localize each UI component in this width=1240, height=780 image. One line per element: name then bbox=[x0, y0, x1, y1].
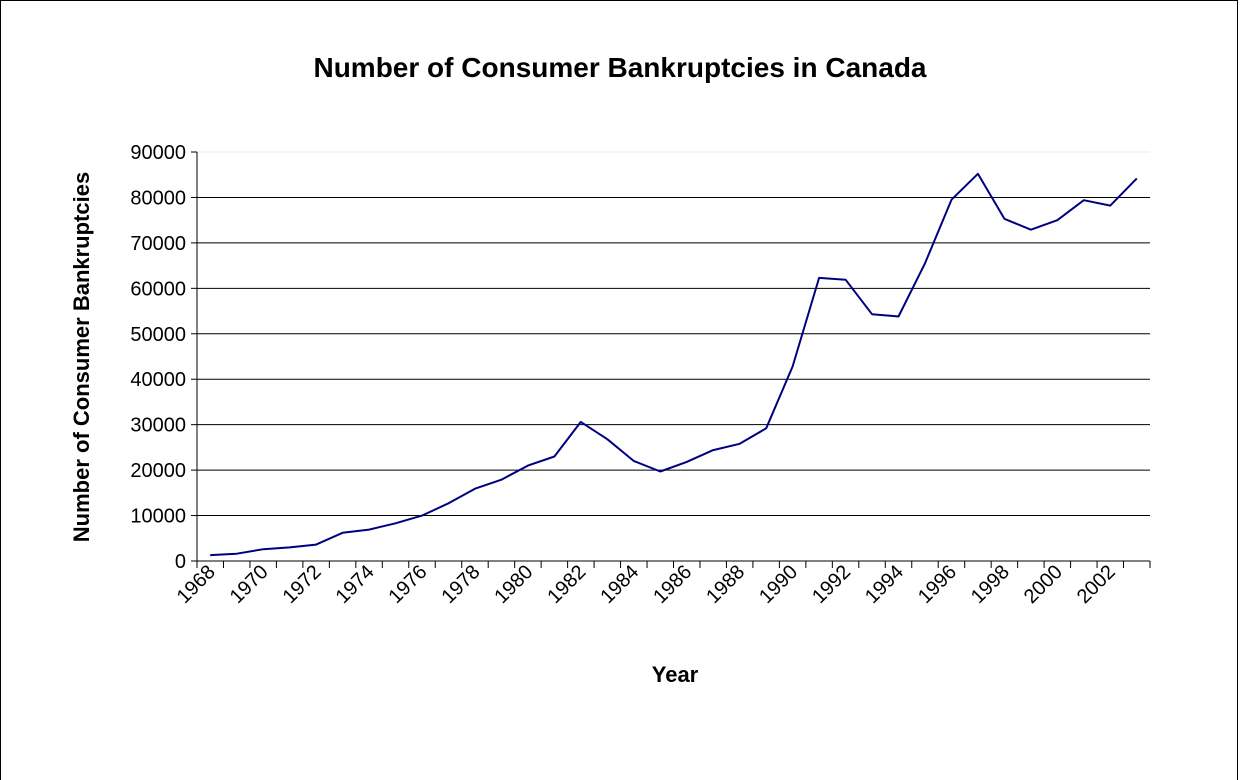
x-axis-label: Year bbox=[651, 662, 699, 687]
x-tick-label: 1978 bbox=[437, 561, 484, 608]
x-tick-label: 1972 bbox=[279, 561, 326, 608]
x-tick-label: 1992 bbox=[808, 561, 855, 608]
y-tick-label: 20000 bbox=[130, 460, 186, 482]
y-tick-label: 0 bbox=[175, 551, 186, 573]
y-tick-label: 10000 bbox=[130, 506, 186, 528]
x-tick-label: 1970 bbox=[226, 561, 273, 608]
y-tick-label: 80000 bbox=[130, 187, 186, 209]
chart-title: Number of Consumer Bankruptcies in Canad… bbox=[313, 52, 927, 83]
x-tick-label: 1998 bbox=[967, 561, 1014, 608]
x-tick-label: 2000 bbox=[1020, 561, 1067, 608]
x-tick-label: 1984 bbox=[596, 561, 643, 608]
y-tick-label: 50000 bbox=[130, 324, 186, 346]
x-tick-label: 1980 bbox=[490, 561, 537, 608]
y-tick-label: 30000 bbox=[130, 415, 186, 437]
x-tick-label: 1982 bbox=[543, 561, 590, 608]
x-tick-label: 1994 bbox=[861, 561, 908, 608]
x-tick-label: 1996 bbox=[914, 561, 961, 608]
x-tick-label: 1986 bbox=[649, 561, 696, 608]
y-tick-label: 70000 bbox=[130, 233, 186, 255]
y-tick-label: 90000 bbox=[130, 142, 186, 164]
y-tick-label: 40000 bbox=[130, 369, 186, 391]
x-tick-label: 1988 bbox=[702, 561, 749, 608]
series-line bbox=[210, 172, 1138, 557]
x-tick-label: 1990 bbox=[755, 561, 802, 608]
x-tick-label: 1974 bbox=[332, 561, 379, 608]
x-tick-label: 1976 bbox=[385, 561, 432, 608]
x-tick-label: 2002 bbox=[1073, 561, 1120, 608]
y-tick-label: 60000 bbox=[130, 278, 186, 300]
